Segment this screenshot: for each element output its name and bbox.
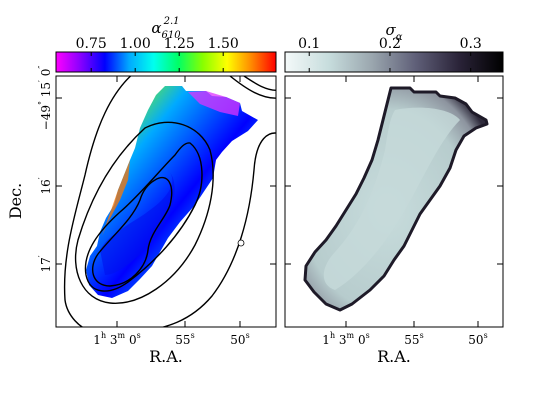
- sigma-x-ticklabel: 50s: [468, 331, 487, 347]
- alpha-x-ticklabel-part: 50: [230, 333, 245, 347]
- contour-blob: [237, 239, 245, 247]
- alpha-y-ticklabels: −49° 15′ 0″16′17′: [37, 66, 53, 273]
- sigma-x-ticklabel: 1h 3m 0s: [322, 331, 369, 347]
- alpha-label-sup: 2.1: [163, 16, 180, 27]
- sigma-colorbar: [284, 51, 504, 73]
- alpha-colorbar: [55, 51, 277, 73]
- alpha-x-ticklabel-sup: m: [118, 331, 126, 340]
- contour-line: [161, 132, 276, 327]
- alpha-contours: [63, 76, 276, 327]
- sigma-label-sub: α: [396, 32, 403, 43]
- alpha-x-ticklabel-sup: h: [101, 331, 106, 340]
- alpha-top-magenta-patch: [188, 91, 240, 116]
- contour-line: [84, 142, 203, 292]
- sigma-x-ticklabel: 55s: [404, 331, 423, 347]
- alpha-x-axis-label: R.A.: [149, 347, 183, 366]
- contour-line: [229, 76, 276, 99]
- alpha-x-ticklabel-sup: s: [246, 331, 250, 340]
- contour-line: [74, 121, 214, 304]
- alpha-colorbar-ticks: [90, 52, 224, 72]
- alpha-colorbar-ticklabel: 0.75: [76, 36, 107, 52]
- sigma-x-ticklabel-sup: m: [347, 331, 355, 340]
- alpha-y-ticklabel-sup: ′: [37, 255, 46, 257]
- sigma-x-ticklabel-sup: h: [330, 331, 335, 340]
- alpha-map-frame: [55, 75, 277, 328]
- contour-line: [243, 76, 276, 91]
- alpha-x-ticklabel-part: 55: [175, 333, 190, 347]
- alpha-x-ticklabel: 50s: [230, 331, 249, 347]
- alpha-y-ticklabel-sup: ′: [37, 177, 46, 179]
- alpha-y-ticklabel-sup: °: [37, 101, 46, 105]
- alpha-y-ticklabel: 17′: [37, 255, 53, 272]
- sigma-x-ticklabel-sup: s: [484, 331, 488, 340]
- alpha-x-ticklabels: 1h 3m 0s 55s 50s: [93, 331, 249, 347]
- alpha-x-ticklabel-part: 0: [125, 333, 136, 347]
- sigma-x-ticklabels: 1h 3m 0s 55s 50s: [322, 331, 487, 347]
- sigma-axis-ticks: [285, 76, 503, 327]
- contour-line: [63, 76, 132, 327]
- alpha-colorbar-ticklabel: 1.25: [164, 36, 195, 52]
- alpha-y-ticklabel-part: 0: [39, 69, 53, 80]
- sigma-colorbar-ticklabel: 0.2: [379, 36, 401, 52]
- alpha-x-ticklabel-sup: s: [191, 331, 195, 340]
- alpha-colorbar-label: α610 2.1: [151, 16, 181, 41]
- alpha-x-ticklabel: 1h 3m 0s: [93, 331, 140, 347]
- sigma-x-ticklabel-sup: s: [420, 331, 424, 340]
- alpha-y-ticklabel-part: 15: [39, 82, 53, 101]
- sigma-map: [303, 86, 489, 312]
- alpha-x-ticklabel-part: 1: [93, 333, 101, 347]
- alpha-y-ticklabel: 16′: [37, 177, 53, 194]
- sigma-x-axis-label: R.A.: [377, 347, 411, 366]
- alpha-y-axis-label: Dec.: [6, 183, 25, 219]
- sigma-colorbar-ticks: [308, 52, 472, 72]
- alpha-map: [63, 76, 276, 327]
- sigma-x-ticklabel-part: 55: [404, 333, 419, 347]
- alpha-label-sub: 610: [162, 30, 182, 41]
- sigma-inner-light: [323, 107, 460, 290]
- alpha-label-base: α: [151, 19, 161, 37]
- alpha-axis-ticks: [56, 76, 276, 327]
- contour-line: [91, 177, 173, 287]
- alpha-y-ticklabel-sup: ″: [37, 66, 46, 69]
- sigma-x-ticklabel-sup: s: [366, 331, 370, 340]
- sigma-colorbar-ticklabel: 0.1: [298, 36, 320, 52]
- sigma-panel: σα 0.1 0.2 0.3 1h 3m 0s 55s 50s R.A.: [284, 21, 504, 366]
- alpha-y-ticklabel: −49° 15′ 0″: [37, 66, 53, 131]
- alpha-left-edge-warm: [102, 160, 130, 236]
- alpha-y-ticklabel-part: 17: [39, 257, 53, 272]
- alpha-colorbar-ticklabel: 1.00: [120, 36, 151, 52]
- sigma-x-ticklabel-part: 1: [322, 333, 330, 347]
- alpha-y-ticklabel-part: 16: [39, 179, 53, 194]
- alpha-colorbar-ticklabels: 0.75 1.00 1.25 1.50: [76, 36, 239, 52]
- sigma-x-ticklabel-part: 50: [468, 333, 483, 347]
- sigma-label-base: σ: [385, 21, 396, 39]
- sigma-colorbar-ticklabel: 0.3: [460, 36, 482, 52]
- alpha-x-ticklabel: 55s: [175, 331, 194, 347]
- alpha-center-blue-lobe: [100, 170, 175, 275]
- alpha-y-ticklabel-sup: ′: [37, 80, 46, 82]
- sigma-map-frame: [284, 75, 504, 328]
- alpha-x-ticklabel-sup: s: [137, 331, 141, 340]
- sigma-colorbar-ticklabels: 0.1 0.2 0.3: [298, 36, 482, 52]
- sigma-x-ticklabel-part: 3: [335, 333, 346, 347]
- sigma-x-ticklabel-part: 0: [354, 333, 365, 347]
- alpha-panel: α6102.1 0.75 1.00 1.25 1.50 1h 3m 0s 5: [6, 16, 277, 366]
- alpha-x-ticklabel-part: 3: [106, 333, 117, 347]
- alpha-colorbar-ticklabel: 1.50: [208, 36, 239, 52]
- alpha-y-ticklabel-part: −49: [39, 105, 53, 130]
- sigma-colorbar-label: σα: [385, 21, 402, 43]
